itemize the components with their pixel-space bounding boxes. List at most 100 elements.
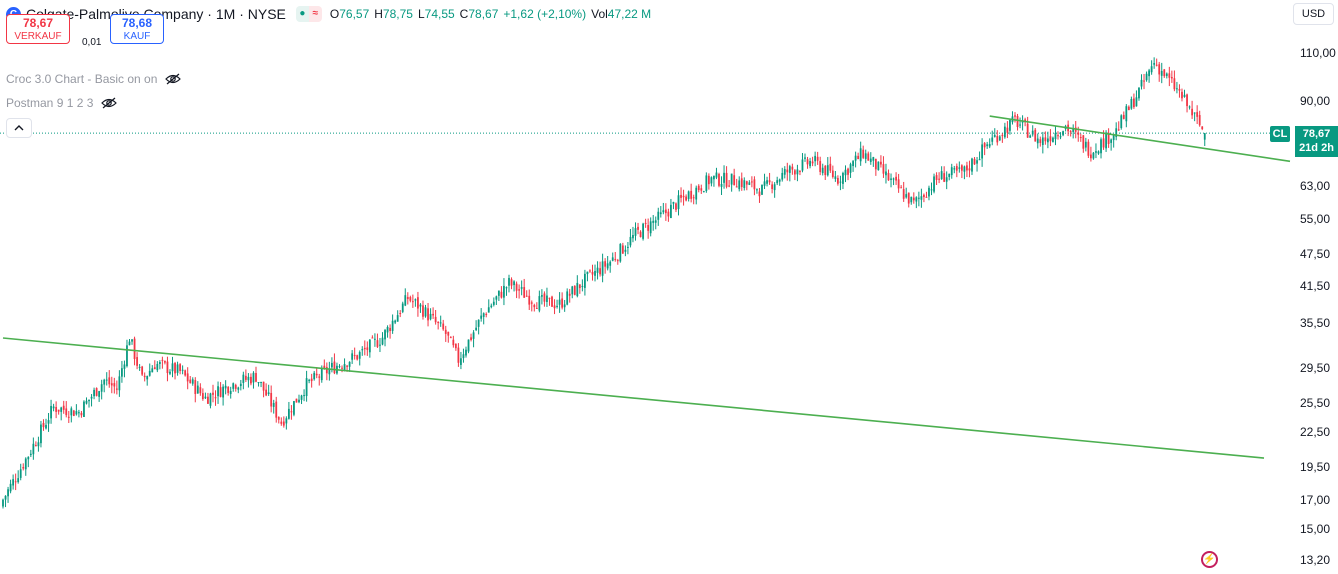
candle-body: [437, 321, 440, 323]
candle-body: [24, 458, 27, 470]
candle-body: [1054, 132, 1057, 140]
candle-body: [740, 178, 743, 188]
candle-body: [862, 149, 865, 158]
candle-body: [677, 195, 680, 210]
candle-body: [90, 396, 93, 399]
buy-button[interactable]: 78,68 KAUF: [110, 14, 164, 44]
candle-body: [546, 295, 548, 303]
eye-hidden-icon[interactable]: [101, 97, 118, 109]
market-status-pill[interactable]: ● ≈: [295, 6, 322, 22]
candle-body: [738, 180, 741, 190]
candle-body: [882, 164, 885, 174]
candle-body: [141, 366, 144, 375]
candle-body: [389, 327, 391, 331]
candle-body: [611, 257, 614, 261]
candle-body: [179, 364, 181, 371]
currency-selector[interactable]: USD: [1293, 3, 1334, 25]
candle-body: [201, 393, 204, 400]
candle-body: [1107, 132, 1110, 144]
trendline[interactable]: [989, 115, 1291, 163]
candle-body: [409, 297, 412, 301]
candle-body: [642, 223, 644, 239]
candle-body: [710, 177, 713, 184]
candle-body: [432, 313, 434, 316]
chevron-up-icon: [14, 125, 24, 131]
candle-body: [750, 181, 753, 183]
candle-body: [1031, 130, 1034, 135]
candle-body: [224, 385, 227, 389]
candle-body: [930, 189, 933, 191]
candle-body: [705, 175, 708, 192]
candle-body: [963, 166, 966, 172]
candle-body: [826, 165, 829, 176]
candle-body: [505, 287, 508, 289]
sell-label: VERKAUF: [14, 31, 62, 42]
candle-body: [614, 258, 617, 260]
candle-body: [839, 181, 842, 183]
candle-body: [232, 383, 235, 389]
candle-body: [533, 305, 536, 308]
sell-button[interactable]: 78,67 VERKAUF: [6, 14, 70, 44]
candle-body: [110, 383, 113, 386]
candle-body: [814, 155, 817, 162]
candle-body: [207, 396, 209, 404]
indicator-postman[interactable]: Postman 9 1 2 3: [6, 96, 118, 110]
candle-body: [411, 301, 414, 303]
candle-body: [831, 170, 834, 178]
candle-body: [1029, 135, 1032, 138]
candle-body: [776, 180, 779, 184]
candle-body: [713, 175, 715, 180]
candle-body: [778, 179, 781, 182]
candle-body: [1003, 126, 1006, 138]
candle-body: [1193, 112, 1196, 114]
candle-body: [457, 347, 460, 363]
candle-body: [85, 400, 88, 404]
candle-body: [467, 339, 470, 352]
collapse-indicators-button[interactable]: [6, 118, 32, 138]
eye-hidden-icon[interactable]: [165, 73, 182, 85]
candle-body: [4, 495, 7, 500]
price-axis-tick: 41,50: [1300, 279, 1331, 294]
candle-body: [718, 173, 720, 186]
candle-body: [791, 166, 794, 170]
candle-body: [649, 221, 652, 234]
price-axis-tick: 17,00: [1300, 492, 1331, 507]
trendline[interactable]: [2, 337, 1265, 459]
candle-body: [619, 243, 622, 262]
candle-body: [700, 188, 703, 191]
candle-body: [126, 345, 128, 367]
candle-body: [242, 374, 245, 383]
candle-body: [877, 161, 880, 171]
lightning-icon[interactable]: ⚡: [1201, 551, 1218, 568]
low-value: 74,55: [424, 7, 455, 21]
candle-body: [186, 373, 189, 382]
candle-body: [189, 379, 192, 383]
candle-body: [80, 412, 83, 416]
candle-body: [343, 364, 346, 370]
candle-body: [530, 302, 533, 304]
candle-body: [1186, 94, 1188, 107]
candle-body: [1009, 119, 1011, 131]
candle-body: [401, 303, 404, 312]
indicator-postman-label: Postman 9 1 2 3: [6, 96, 94, 110]
bar-countdown: 21d 2h: [1299, 142, 1334, 154]
candle-body: [869, 158, 872, 162]
indicator-croc[interactable]: Croc 3.0 Chart - Basic on on: [6, 72, 182, 86]
candle-body: [556, 305, 558, 307]
candle-body: [644, 222, 647, 224]
candle-body: [799, 171, 801, 173]
candle-body: [161, 359, 164, 361]
candle-body: [1100, 139, 1102, 154]
candle-body: [42, 422, 45, 428]
candle-body: [295, 398, 298, 403]
candle-body: [477, 319, 480, 327]
price-axis-tick: 15,00: [1300, 522, 1331, 537]
candle-body: [953, 168, 956, 170]
candle-body: [821, 167, 824, 174]
candle-body: [280, 421, 283, 424]
candle-body: [993, 135, 996, 137]
trendlines-group[interactable]: [2, 115, 1291, 459]
candle-body: [270, 392, 273, 407]
candle-body: [164, 361, 166, 363]
